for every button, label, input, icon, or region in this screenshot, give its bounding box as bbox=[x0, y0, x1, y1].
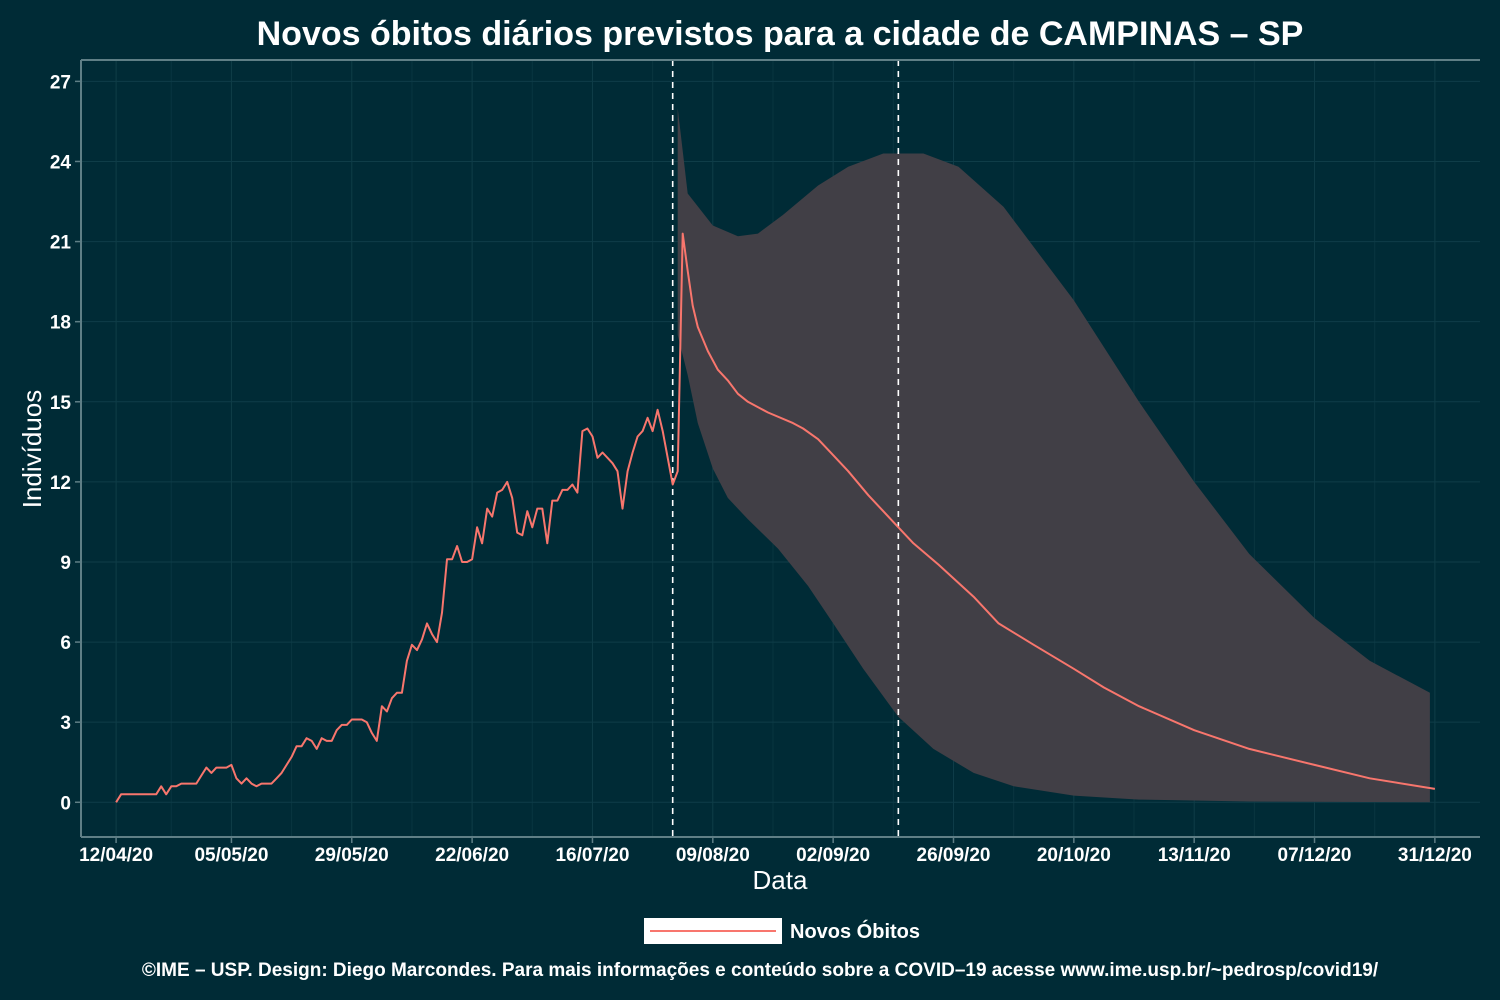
x-tick-label: 09/08/20 bbox=[676, 845, 750, 866]
x-tick-label: 05/05/20 bbox=[194, 845, 268, 866]
x-tick-label: 07/12/20 bbox=[1278, 845, 1352, 866]
x-tick-label: 02/09/20 bbox=[796, 845, 870, 866]
y-tick-label: 15 bbox=[50, 393, 72, 414]
x-tick-label: 12/04/20 bbox=[79, 845, 153, 866]
x-axis-title: Data bbox=[753, 865, 808, 895]
y-tick-label: 21 bbox=[50, 233, 72, 254]
y-tick-label: 27 bbox=[50, 72, 71, 93]
x-tick-label: 20/10/20 bbox=[1037, 845, 1111, 866]
y-tick-label: 6 bbox=[60, 633, 71, 654]
legend: Novos Óbitos bbox=[644, 918, 920, 944]
y-axis-title: Indivíduos bbox=[17, 390, 47, 509]
y-axis-ticks: 0 3 6 9 12 15 18 21 24 27 bbox=[50, 72, 81, 814]
axes bbox=[80, 59, 1480, 838]
y-tick-label: 0 bbox=[60, 793, 71, 814]
y-tick-label: 3 bbox=[60, 713, 71, 734]
x-tick-label: 13/11/20 bbox=[1158, 845, 1231, 866]
prediction-interval bbox=[677, 108, 1430, 803]
series-lines bbox=[115, 232, 1436, 803]
x-axis-ticks: 12/04/20 05/05/20 29/05/20 22/06/20 16/07/20… bbox=[79, 837, 1472, 866]
x-tick-label: 26/09/20 bbox=[917, 845, 991, 866]
x-tick-label: 22/06/20 bbox=[435, 845, 509, 866]
prediction-ribbon bbox=[677, 108, 1430, 803]
y-tick-label: 12 bbox=[50, 473, 71, 494]
series-line-novos-obitos bbox=[115, 232, 1436, 803]
y-tick-label: 24 bbox=[50, 152, 72, 173]
y-tick-label: 18 bbox=[50, 313, 71, 334]
chart-title: Novos óbitos diários previstos para a ci… bbox=[257, 15, 1304, 53]
reference-lines bbox=[671, 60, 900, 837]
y-tick-label: 9 bbox=[60, 553, 71, 574]
x-tick-label: 16/07/20 bbox=[555, 845, 629, 866]
x-tick-label: 29/05/20 bbox=[315, 845, 389, 866]
x-tick-label: 31/12/20 bbox=[1398, 845, 1472, 866]
legend-label: Novos Óbitos bbox=[790, 919, 920, 943]
footer-caption: ©IME – USP. Design: Diego Marcondes. Par… bbox=[142, 960, 1379, 981]
